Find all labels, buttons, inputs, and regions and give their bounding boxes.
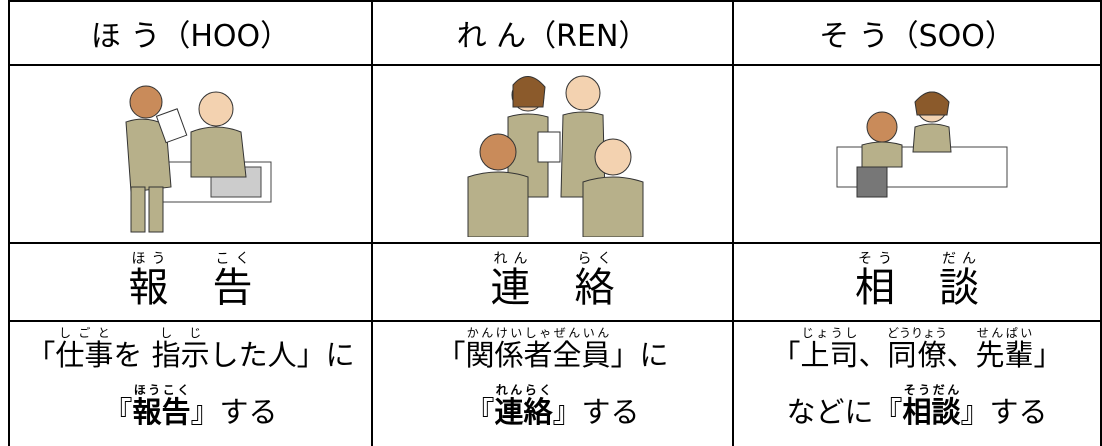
text: 、: [858, 338, 888, 372]
ruby-base: 告: [212, 265, 253, 311]
picture-row: [8, 64, 1102, 243]
ruby-reading: かんけいしゃぜんいん: [465, 326, 611, 340]
ruby-word: 上司じょうし: [800, 326, 859, 372]
ruby-base: 相: [855, 265, 895, 311]
description-cell: 「仕事しごとを 指示しじした人」に 『報告ほうこく』する: [8, 320, 373, 446]
ruby-reading: だん: [939, 251, 979, 267]
term-cell: 相そう談だん: [732, 242, 1102, 321]
ruby-reading: ほう: [128, 251, 169, 267]
ruby-reading: らく: [574, 251, 615, 267]
text: などに『: [786, 395, 903, 429]
text: 『: [103, 395, 133, 429]
ruby-word: 絡らく: [574, 251, 615, 311]
description-line: などに『相談そうだん』する: [735, 383, 1099, 440]
description-line: 「関係者全員かんけいしゃぜんいん」に: [374, 326, 731, 383]
ruby-base: 関係者全員: [465, 338, 611, 372]
description-cell: 「上司じょうし、同僚どうりょう、先輩せんぱい」 などに『相談そうだん』する: [732, 320, 1102, 446]
text: 「: [26, 338, 56, 372]
ruby-word: 連れん: [490, 251, 531, 311]
ruby-base: 仕事: [55, 338, 114, 372]
term-cell: 連れん絡らく: [371, 242, 734, 321]
ruby-base: 上司: [800, 338, 859, 372]
description-line: 『連絡れんらく』する: [374, 383, 731, 440]
ruby-reading: しじ: [151, 326, 210, 340]
text: 、: [946, 338, 976, 372]
ruby-base: 報告: [132, 395, 191, 429]
ruby-base: 相談: [902, 395, 961, 429]
ruby-word: 相談そうだん: [902, 383, 961, 429]
description-line: 「仕事しごとを 指示しじした人」に: [11, 326, 370, 383]
ruby-word: 仕事しごと: [55, 326, 114, 372]
ruby-word: 相そう: [855, 251, 895, 311]
picture-cell: [732, 64, 1102, 243]
header-cell: ほ う（HOO）: [8, 0, 373, 65]
header-cell: れ ん（REN）: [371, 0, 734, 65]
text: 」に: [610, 338, 669, 372]
horenso-table: ほ う（HOO） れ ん（REN） そ う（SOO）: [8, 0, 1102, 446]
ruby-word: 指示しじ: [151, 326, 210, 372]
ruby-reading: どうりょう: [886, 326, 947, 340]
ruby-base: 談: [939, 265, 979, 311]
text: した人」に: [209, 338, 355, 372]
text: 「: [771, 338, 801, 372]
ruby-reading: こく: [212, 251, 253, 267]
ruby-base: 先輩: [975, 338, 1034, 372]
ruby-base: 指示: [151, 338, 210, 372]
description-line: 『報告ほうこく』する: [11, 383, 370, 440]
header-cell: そ う（SOO）: [732, 0, 1102, 65]
illustration-contact: [467, 75, 643, 238]
term-row: 報ほう告こく 連れん絡らく 相そう談だん: [8, 242, 1102, 321]
picture-cell: [371, 64, 734, 243]
description-row: 「仕事しごとを 指示しじした人」に 『報告ほうこく』する 「関係者全員かんけいしゃ…: [8, 320, 1102, 446]
text: 」: [1033, 338, 1063, 372]
ruby-reading: そうだん: [902, 383, 961, 397]
illustration-report: [124, 85, 271, 233]
ruby-word: 報告ほうこく: [132, 383, 191, 429]
ruby-word: 連絡れんらく: [494, 383, 553, 429]
ruby-reading: ほうこく: [132, 383, 191, 397]
text: 』する: [190, 395, 278, 429]
ruby-reading: れん: [490, 251, 531, 267]
text: を: [113, 338, 152, 372]
text: 』する: [552, 395, 640, 429]
illustration-consult: [836, 91, 1008, 198]
ruby-base: 同僚: [886, 338, 947, 372]
ruby-word: 報ほう: [128, 251, 169, 311]
picture-cell: [8, 64, 373, 243]
ruby-reading: せんぱい: [975, 326, 1034, 340]
ruby-reading: じょうし: [800, 326, 859, 340]
text: 』する: [960, 395, 1048, 429]
ruby-word: 関係者全員かんけいしゃぜんいん: [465, 326, 611, 372]
ruby-base: 連: [490, 265, 531, 311]
text: 『: [465, 395, 495, 429]
ruby-word: 先輩せんぱい: [975, 326, 1034, 372]
ruby-reading: れんらく: [494, 383, 553, 397]
ruby-word: 談だん: [939, 251, 979, 311]
description-cell: 「関係者全員かんけいしゃぜんいん」に 『連絡れんらく』する: [371, 320, 734, 446]
description-line: 「上司じょうし、同僚どうりょう、先輩せんぱい」: [735, 326, 1099, 383]
ruby-base: 報: [128, 265, 169, 311]
ruby-base: 連絡: [494, 395, 553, 429]
ruby-word: 同僚どうりょう: [886, 326, 947, 372]
text: 「: [436, 338, 466, 372]
ruby-base: 絡: [574, 265, 615, 311]
header-row: ほ う（HOO） れ ん（REN） そ う（SOO）: [8, 0, 1102, 65]
ruby-word: 告こく: [212, 251, 253, 311]
ruby-reading: しごと: [55, 326, 114, 340]
term-cell: 報ほう告こく: [8, 242, 373, 321]
ruby-reading: そう: [855, 251, 895, 267]
